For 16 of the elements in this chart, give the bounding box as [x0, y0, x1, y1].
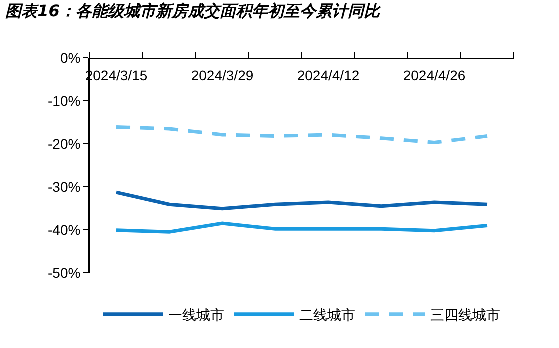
x-tick-label: 2024/4/12 [297, 67, 360, 84]
line-series [114, 125, 490, 144]
y-tick-label: -10% [48, 92, 81, 109]
legend-label: 二线城市 [300, 306, 356, 323]
line-series [114, 190, 490, 211]
x-tick-label: 2024/3/29 [191, 67, 254, 84]
legend-label: 一线城市 [168, 306, 224, 323]
y-tick-label: -50% [48, 264, 81, 281]
x-tick-label: 2024/4/26 [403, 67, 466, 84]
y-tick-label: -30% [48, 178, 81, 195]
legend-label: 三四线城市 [430, 306, 500, 323]
line-series [114, 222, 490, 234]
y-tick-label: 0% [60, 50, 81, 66]
y-tick-label: -20% [48, 136, 81, 152]
chart-title: 图表16：各能级城市新房成交面积年初至今累计同比 [6, 1, 382, 20]
y-tick-label: -40% [48, 222, 81, 238]
